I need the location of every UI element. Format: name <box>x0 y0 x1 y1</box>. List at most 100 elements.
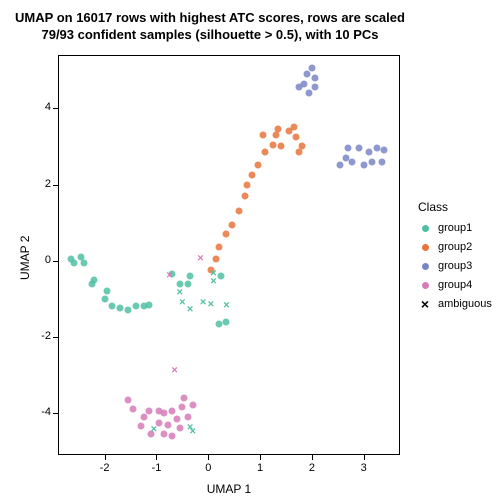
scatter-point-ambiguous: × <box>190 427 196 438</box>
scatter-point-group1 <box>132 303 139 310</box>
scatter-point-group1 <box>184 280 191 287</box>
scatter-point-group2 <box>223 231 230 238</box>
scatter-point-group1 <box>187 272 194 279</box>
scatter-point-ambiguous: × <box>151 425 157 436</box>
scatter-point-group4 <box>180 394 187 401</box>
x-tick-mark <box>156 455 157 460</box>
scatter-point-group1 <box>104 288 111 295</box>
legend-label: group4 <box>438 279 472 291</box>
legend-label: group3 <box>438 260 472 272</box>
scatter-point-group1 <box>91 276 98 283</box>
y-tick-mark <box>53 413 58 414</box>
x-tick-mark <box>364 455 365 460</box>
scatter-point-group4 <box>184 413 191 420</box>
scatter-point-group4 <box>124 396 131 403</box>
scatter-point-group3 <box>301 80 308 87</box>
scatter-point-ambiguous: × <box>197 253 203 264</box>
chart-container: UMAP on 16017 rows with highest ATC scor… <box>0 0 504 504</box>
scatter-point-group4 <box>179 404 186 411</box>
scatter-point-group3 <box>311 74 318 81</box>
x-tick-label: 3 <box>349 462 379 474</box>
scatter-point-group3 <box>355 145 362 152</box>
y-tick-label: -4 <box>26 406 51 418</box>
scatter-point-group3 <box>303 71 310 78</box>
scatter-point-group2 <box>262 149 269 156</box>
legend-item: group2 <box>418 239 492 255</box>
scatter-point-ambiguous: × <box>200 297 206 308</box>
y-tick-mark <box>53 337 58 338</box>
scatter-point-group4 <box>140 413 147 420</box>
scatter-point-group2 <box>270 141 277 148</box>
scatter-point-group3 <box>365 149 372 156</box>
scatter-point-group2 <box>236 208 243 215</box>
scatter-point-group4 <box>189 402 196 409</box>
x-tick-label: 1 <box>245 462 275 474</box>
scatter-point-group2 <box>228 221 235 228</box>
title-line-1: UMAP on 16017 rows with highest ATC scor… <box>0 10 420 27</box>
scatter-point-group3 <box>349 158 356 165</box>
scatter-point-group4 <box>130 406 137 413</box>
x-tick-label: 2 <box>297 462 327 474</box>
legend-item: group3 <box>418 258 492 274</box>
scatter-point-group4 <box>137 423 144 430</box>
scatter-point-group2 <box>215 244 222 251</box>
scatter-point-group3 <box>373 145 380 152</box>
scatter-point-group1 <box>223 318 230 325</box>
scatter-point-ambiguous: × <box>210 269 216 280</box>
legend-marker-icon: × <box>418 297 432 311</box>
x-tick-mark <box>208 455 209 460</box>
scatter-point-group2 <box>293 133 300 140</box>
scatter-point-group2 <box>298 143 305 150</box>
y-tick-label: 2 <box>26 178 51 190</box>
scatter-point-group4 <box>174 415 181 422</box>
scatter-point-group3 <box>308 65 315 72</box>
scatter-point-ambiguous: × <box>187 305 193 316</box>
scatter-point-group1 <box>124 307 131 314</box>
scatter-point-group2 <box>290 124 297 131</box>
scatter-point-group3 <box>337 162 344 169</box>
scatter-point-group1 <box>218 272 225 279</box>
scatter-point-group3 <box>345 145 352 152</box>
legend-item: group1 <box>418 220 492 236</box>
x-tick-label: -1 <box>141 462 171 474</box>
scatter-point-group4 <box>169 408 176 415</box>
scatter-point-group1 <box>80 259 87 266</box>
scatter-point-group3 <box>378 158 385 165</box>
legend-item: × ambiguous <box>418 296 492 312</box>
scatter-point-group2 <box>249 172 256 179</box>
legend-marker-icon <box>418 259 432 273</box>
legend-title: Class <box>418 200 492 214</box>
plot-area <box>58 55 400 455</box>
scatter-point-ambiguous: × <box>179 297 185 308</box>
scatter-point-group3 <box>306 90 313 97</box>
scatter-point-group4 <box>176 425 183 432</box>
x-tick-mark <box>105 455 106 460</box>
scatter-point-ambiguous: × <box>223 301 229 312</box>
y-tick-mark <box>53 108 58 109</box>
scatter-point-group1 <box>101 295 108 302</box>
scatter-point-ambiguous: × <box>166 270 172 281</box>
scatter-point-group1 <box>145 301 152 308</box>
y-tick-mark <box>53 261 58 262</box>
scatter-point-group2 <box>275 126 282 133</box>
scatter-point-group3 <box>360 162 367 169</box>
scatter-point-group2 <box>277 143 284 150</box>
scatter-point-group4 <box>169 432 176 439</box>
x-tick-label: -2 <box>90 462 120 474</box>
legend: Class group1 group2 group3 group4 × ambiguous <box>418 200 492 315</box>
scatter-point-group2 <box>254 162 261 169</box>
scatter-point-group3 <box>381 147 388 154</box>
legend-label: ambiguous <box>438 298 492 310</box>
scatter-point-group1 <box>109 303 116 310</box>
scatter-point-group4 <box>164 421 171 428</box>
scatter-point-group2 <box>241 192 248 199</box>
x-tick-mark <box>312 455 313 460</box>
chart-title: UMAP on 16017 rows with highest ATC scor… <box>0 10 420 44</box>
legend-marker-icon <box>418 221 432 235</box>
legend-label: group2 <box>438 241 472 253</box>
scatter-point-group4 <box>161 431 168 438</box>
title-line-2: 79/93 confident samples (silhouette > 0.… <box>0 27 420 44</box>
x-axis-label: UMAP 1 <box>58 482 400 496</box>
scatter-point-group1 <box>70 259 77 266</box>
scatter-point-ambiguous: × <box>171 366 177 377</box>
